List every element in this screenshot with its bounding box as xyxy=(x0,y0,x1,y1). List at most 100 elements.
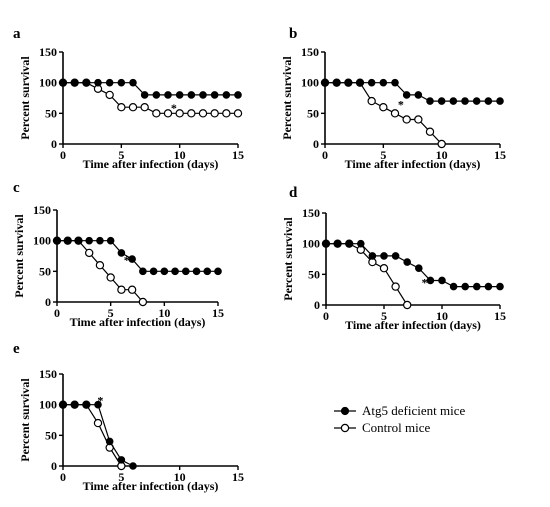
legend-item-control: Control mice xyxy=(334,420,430,435)
x-tick-label-d: 15 xyxy=(494,309,506,323)
y-tick-label-c: 100 xyxy=(33,234,51,248)
panel-letter-b: b xyxy=(289,26,297,42)
x-tick-label-c: 15 xyxy=(212,306,224,320)
point-control-c xyxy=(127,285,137,294)
x-tick-label-d: 0 xyxy=(323,309,329,323)
x-axis-title-e: Time after infection (days) xyxy=(83,479,219,493)
panel-a: a 0 50 100 150 0 5 10 15 Time after infection (da… xyxy=(13,26,244,171)
point-atg5-c xyxy=(149,267,158,276)
significance-marker-e: * xyxy=(97,394,103,408)
point-atg5-d xyxy=(380,252,388,260)
panel-e: e 0 50 100 150 0 5 10 15 Time after infection (da… xyxy=(13,341,244,493)
point-atg5-c xyxy=(139,267,147,276)
point-control-a xyxy=(233,109,243,118)
panel-c: c 0 50 100 150 0 5 10 15 Time after infection (da… xyxy=(12,180,224,329)
x-tick-label-c: 0 xyxy=(54,306,60,320)
point-atg5-d xyxy=(426,276,435,285)
point-atg5-d xyxy=(403,258,412,266)
point-control-a xyxy=(140,102,149,112)
significance-marker-b: * xyxy=(398,97,404,111)
y-tick-label-b: 0 xyxy=(313,137,319,151)
point-control-a xyxy=(105,90,114,100)
point-atg5-d xyxy=(484,282,493,291)
point-atg5-a xyxy=(175,91,184,99)
point-control-c xyxy=(95,261,105,270)
y-tick-label-a: 50 xyxy=(45,106,57,120)
point-control-c xyxy=(84,248,94,258)
y-axis-title-a: Percent survival xyxy=(18,56,32,140)
point-control-d xyxy=(391,282,400,291)
point-atg5-e xyxy=(105,437,114,446)
point-atg5-c xyxy=(106,236,115,245)
x-tick-label-e: 15 xyxy=(232,470,244,484)
x-tick-label-b: 10 xyxy=(436,148,448,162)
point-atg5-d xyxy=(345,239,354,248)
point-atg5-b xyxy=(426,97,434,105)
y-tick-label-b: 50 xyxy=(307,106,319,120)
point-control-a xyxy=(163,109,173,118)
series-line-atg5-c xyxy=(57,240,218,272)
point-atg5-c xyxy=(96,236,104,245)
legend-item-atg5: Atg5 deficient mice xyxy=(334,403,465,418)
point-atg5-b xyxy=(344,78,353,87)
y-tick-label-e: 100 xyxy=(39,398,57,412)
panel-letter-a: a xyxy=(13,26,21,42)
point-control-b xyxy=(437,139,446,149)
point-atg5-b xyxy=(356,78,364,87)
x-tick-label-c: 10 xyxy=(158,306,170,320)
point-control-b xyxy=(402,115,411,124)
point-atg5-c xyxy=(171,267,179,276)
y-tick-label-d: 100 xyxy=(302,237,320,251)
point-control-a xyxy=(117,102,126,112)
point-control-b xyxy=(390,109,400,118)
y-tick-label-d: 0 xyxy=(314,298,320,312)
point-atg5-d xyxy=(333,239,342,248)
x-tick-label-a: 15 xyxy=(232,148,244,162)
point-atg5-a xyxy=(59,78,67,87)
point-atg5-d xyxy=(357,239,365,248)
point-atg5-d xyxy=(415,264,423,273)
point-atg5-e xyxy=(129,462,137,470)
series-line-atg5-b xyxy=(325,82,500,102)
legend-label-atg5: Atg5 deficient mice xyxy=(362,403,465,418)
series-line-atg5-d xyxy=(326,243,500,288)
point-atg5-b xyxy=(379,78,388,87)
point-atg5-e xyxy=(94,400,102,409)
legend-label-control: Control mice xyxy=(362,420,430,435)
point-atg5-a xyxy=(199,91,207,99)
point-control-b xyxy=(414,115,423,124)
point-control-a xyxy=(187,109,196,118)
point-atg5-b xyxy=(437,97,446,105)
point-atg5-c xyxy=(117,249,126,257)
y-tick-label-a: 100 xyxy=(39,76,57,90)
point-atg5-d xyxy=(391,252,400,260)
x-axis-title-a: Time after infection (days) xyxy=(83,157,219,171)
panel-letter-e: e xyxy=(13,341,20,357)
point-atg5-c xyxy=(53,236,61,245)
point-atg5-d xyxy=(438,276,446,285)
legend-marker-filled xyxy=(340,406,350,416)
series-line-control-a xyxy=(63,82,238,114)
x-tick-label-a: 5 xyxy=(118,148,124,162)
point-control-c xyxy=(106,273,115,282)
point-atg5-e xyxy=(59,400,67,409)
point-atg5-d xyxy=(496,282,504,291)
point-atg5-b xyxy=(472,97,481,105)
point-atg5-a xyxy=(94,78,102,87)
significance-marker-d: * xyxy=(422,275,428,289)
point-atg5-a xyxy=(117,78,126,87)
y-tick-label-a: 0 xyxy=(51,137,57,151)
panel-b: b 0 50 100 150 0 5 10 15 Time after infection (da… xyxy=(280,26,506,171)
point-atg5-c xyxy=(63,236,72,245)
y-tick-label-e: 50 xyxy=(45,428,57,442)
point-control-a xyxy=(175,109,184,118)
x-tick-label-b: 5 xyxy=(380,148,386,162)
x-tick-label-e: 10 xyxy=(174,470,186,484)
y-tick-label-e: 150 xyxy=(39,367,57,381)
panel-d: d 0 50 100 150 0 5 10 15 Time after infection (da… xyxy=(281,185,506,332)
point-atg5-a xyxy=(129,78,137,87)
significance-marker-c: * xyxy=(124,253,130,267)
y-tick-label-b: 100 xyxy=(301,76,319,90)
point-atg5-a xyxy=(164,91,172,99)
point-control-a xyxy=(128,102,138,112)
